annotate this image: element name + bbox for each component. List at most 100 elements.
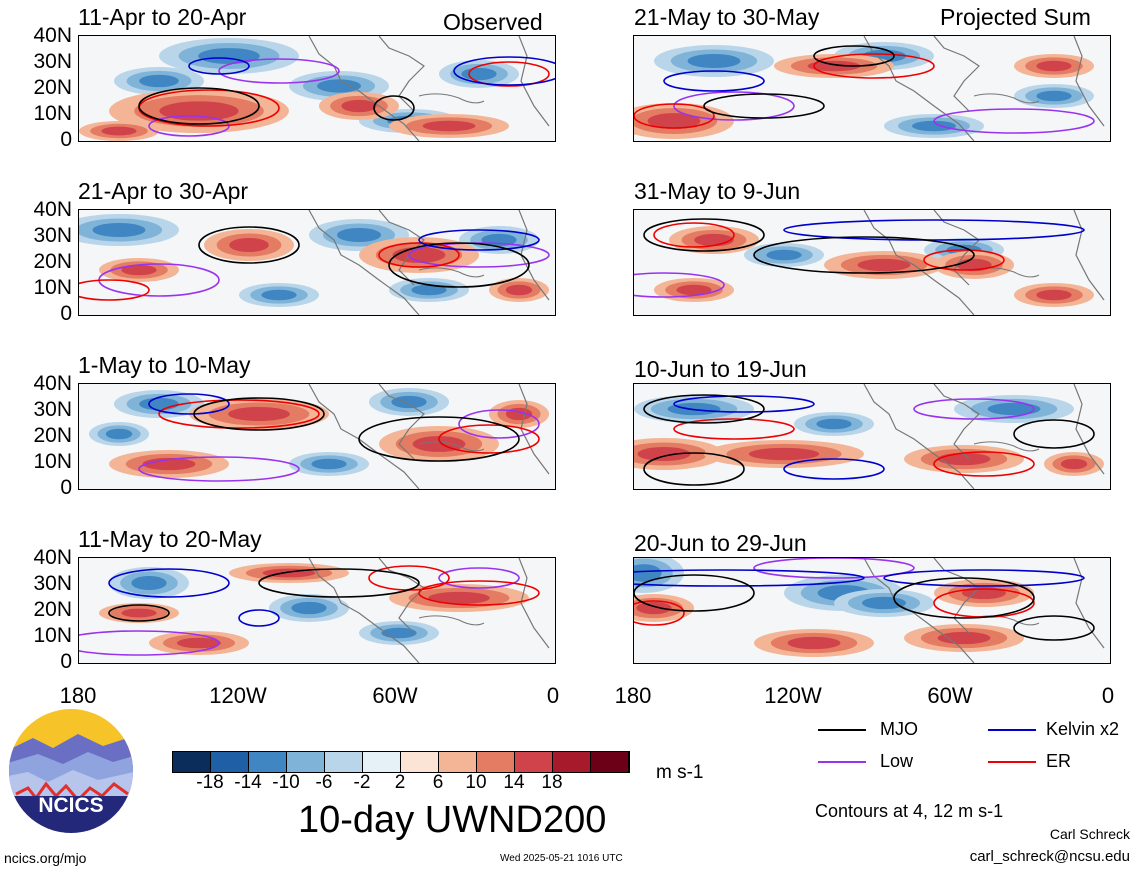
colorbar-tick-label: -6 <box>315 772 333 793</box>
negative-wind-anomaly <box>131 575 167 591</box>
colorbar-tick-label: 18 <box>541 772 563 793</box>
lon-label-left-0: 0 <box>546 683 560 708</box>
logo-text: NCICS <box>38 794 103 817</box>
mjo-contour <box>258 568 420 598</box>
map-right-4 <box>634 558 1110 663</box>
low-contour <box>753 558 915 579</box>
lon-label-right-0: 0 <box>1101 683 1115 708</box>
negative-wind-anomaly <box>261 289 297 301</box>
mjo-contour <box>643 218 765 252</box>
negative-wind-anomaly <box>139 74 179 88</box>
mjo-contour <box>634 574 755 612</box>
colorbar-swatch <box>249 752 287 772</box>
panel-title-left-2: 21-Apr to 30-Apr <box>78 178 249 204</box>
mjo-contour <box>138 87 260 125</box>
negative-wind-anomaly <box>411 284 447 296</box>
lat-label: 30N <box>33 572 72 595</box>
negative-wind-anomaly <box>766 249 802 261</box>
lon-label-right-180: 180 <box>614 683 652 708</box>
mjo-contour <box>358 416 520 462</box>
er-contour <box>79 279 150 301</box>
colorbar-tick-label: -18 <box>196 772 224 793</box>
coastline <box>518 558 550 649</box>
kelvin-contour <box>148 393 230 415</box>
negative-wind-anomaly <box>105 428 133 440</box>
colorbar-tick-label: -10 <box>272 772 300 793</box>
negative-wind-anomaly <box>1036 90 1072 102</box>
positive-wind-anomaly <box>1036 289 1072 301</box>
footer-url: ncics.org/mjo <box>4 850 87 866</box>
kelvin-contour <box>883 569 1085 587</box>
negative-wind-anomaly <box>291 601 327 615</box>
negative-wind-anomaly <box>317 79 361 93</box>
mjo-contour <box>813 45 895 67</box>
coastline <box>308 36 420 141</box>
footer-timestamp: Wed 2025-05-21 1016 UTC <box>500 853 623 864</box>
negative-wind-anomaly <box>391 395 427 409</box>
kelvin-contour <box>238 609 280 627</box>
mjo-contour <box>893 577 1035 619</box>
coastline <box>418 93 485 104</box>
positive-wind-anomaly <box>505 284 533 296</box>
er-contour <box>418 580 540 606</box>
low-contour <box>408 242 550 268</box>
map-right-1 <box>634 36 1110 141</box>
coastline <box>863 210 975 315</box>
kelvin-contour <box>663 70 765 92</box>
legend-label-low: Low <box>880 751 914 771</box>
er-contour <box>158 399 320 429</box>
lat-label: 0 <box>60 476 72 499</box>
positive-wind-anomaly <box>121 264 157 276</box>
map-left-1 <box>79 36 555 141</box>
colorbar-tick-label: -2 <box>353 772 371 793</box>
legend-label-er: ER <box>1046 751 1072 771</box>
lat-label: 40N <box>33 546 72 569</box>
mjo-contour <box>753 236 975 274</box>
panel-title-right-3: 10-Jun to 19-Jun <box>634 356 807 382</box>
lat-label: 30N <box>33 224 72 247</box>
colorbar-tick-label: 10 <box>465 772 487 793</box>
negative-wind-anomaly <box>912 120 956 132</box>
panel-title-left-4: 11-May to 20-May <box>78 526 262 552</box>
lat-label: 30N <box>33 398 72 421</box>
positive-wind-anomaly <box>1036 60 1072 72</box>
colorbar-swatch <box>553 752 591 772</box>
positive-wind-anomaly <box>694 233 734 247</box>
coastline <box>308 384 420 489</box>
coastline <box>933 36 980 112</box>
lat-label: 10N <box>33 624 72 647</box>
er-contour <box>378 242 460 268</box>
low-contour <box>634 272 725 298</box>
lon-label-left-120w: 120W <box>209 683 267 708</box>
main-title: 10-day UWND200 <box>298 799 607 841</box>
map-panel-left-2 <box>78 209 556 316</box>
lat-label: 40N <box>33 198 72 221</box>
coastline <box>1073 558 1105 649</box>
positive-wind-anomaly <box>229 237 269 253</box>
mjo-contour <box>1013 615 1095 641</box>
colorbar-swatch <box>515 752 553 772</box>
negative-wind-anomaly <box>634 564 662 582</box>
positive-wind-anomaly <box>177 637 221 649</box>
map-panel-right-1 <box>633 35 1111 142</box>
colorbar-tick-label: 2 <box>394 772 406 793</box>
coastline <box>973 615 1040 626</box>
map-left-4 <box>79 558 555 663</box>
colorbar-swatch <box>173 752 211 772</box>
panel-title-left-1: 11-Apr to 20-Apr <box>78 4 247 30</box>
map-panel-right-2 <box>633 209 1111 316</box>
positive-wind-anomaly <box>228 406 290 422</box>
coastline <box>308 210 420 315</box>
lat-label: 20N <box>33 424 72 447</box>
low-contour <box>458 409 540 439</box>
kelvin-contour <box>783 458 885 480</box>
colorbar-swatch <box>287 752 325 772</box>
positive-wind-anomaly <box>121 608 157 618</box>
positive-wind-anomaly <box>422 120 476 132</box>
positive-wind-anomaly <box>748 447 820 461</box>
coastline <box>973 441 1040 452</box>
map-panel-left-3 <box>78 383 556 490</box>
negative-wind-anomaly <box>92 222 146 238</box>
er-contour <box>634 103 715 129</box>
colorbar-swatch <box>363 752 401 772</box>
